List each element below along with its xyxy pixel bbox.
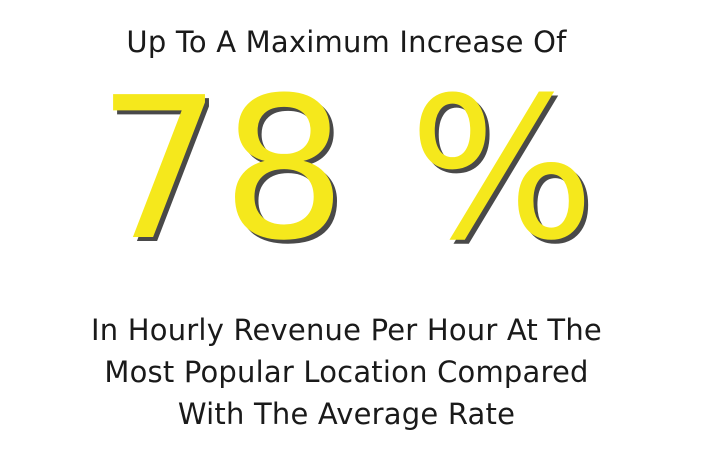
caption-line: With The Average Rate: [177, 397, 516, 431]
big-stat-value: 78 %: [97, 62, 595, 282]
caption-line: In Hourly Revenue Per Hour At The: [91, 313, 602, 347]
big-stat-shadow: 78 %: [101, 62, 599, 282]
caption-line: Most Popular Location Compared: [104, 355, 589, 389]
big-stat: 78 % 78 %: [0, 62, 693, 282]
headline: Up To A Maximum Increase Of: [126, 25, 567, 59]
caption: In Hourly Revenue Per Hour At The Most P…: [0, 309, 693, 435]
